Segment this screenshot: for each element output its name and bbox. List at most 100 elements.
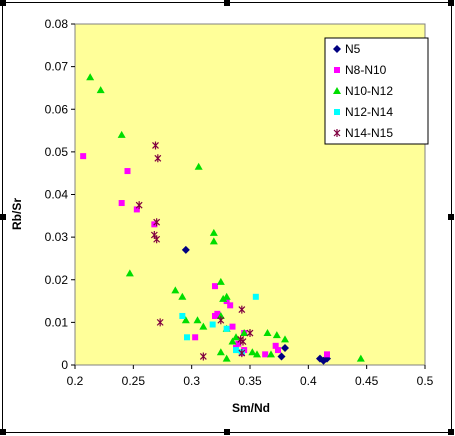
point-n14-n15 bbox=[246, 329, 254, 338]
point-n8-n10 bbox=[118, 200, 125, 207]
point-n10-n12 bbox=[125, 269, 134, 277]
point-n8-n10 bbox=[192, 334, 199, 341]
y-tick-label: 0.01 bbox=[45, 315, 69, 329]
resize-handle-bottom-left[interactable] bbox=[0, 429, 6, 435]
y-tick-label: 0.08 bbox=[45, 17, 69, 31]
point-n8-n10 bbox=[212, 283, 218, 290]
y-axis-ticks: 0 0.01 0.02 0.03 0.04 0.05 0.06 0.07 0.08 bbox=[45, 17, 75, 372]
point-n10-n12 bbox=[219, 294, 228, 302]
legend-marker-n14-n15 bbox=[333, 129, 341, 137]
point-n14-n15 bbox=[199, 352, 207, 361]
legend-marker-n5 bbox=[333, 45, 341, 53]
point-n5 bbox=[277, 352, 286, 361]
point-n14-n15 bbox=[152, 141, 159, 150]
point-n5 bbox=[281, 343, 289, 352]
point-n10-n12 bbox=[86, 73, 95, 81]
point-n5 bbox=[181, 245, 190, 254]
y-axis-title: Rb/Sr bbox=[10, 198, 24, 230]
y-tick-label: 0.07 bbox=[45, 60, 69, 74]
point-n14-n15 bbox=[238, 305, 246, 314]
legend-label-n14-n15: N14-N15 bbox=[345, 126, 393, 140]
point-n10-n12 bbox=[181, 316, 190, 324]
legend-marker-n10-n12 bbox=[333, 87, 341, 94]
x-tick-label: 0.4 bbox=[300, 374, 317, 388]
point-n8-n10 bbox=[124, 168, 131, 175]
x-tick-label: 0.25 bbox=[122, 374, 146, 388]
legend-box bbox=[324, 37, 429, 145]
legend-label-n8-n10: N8-N10 bbox=[345, 63, 387, 77]
point-n8-n10 bbox=[272, 342, 279, 349]
point-n10-n12 bbox=[248, 348, 257, 356]
point-n10-n12 bbox=[171, 286, 180, 294]
point-n10-n12 bbox=[240, 329, 249, 337]
resize-handle-top-middle[interactable] bbox=[224, 0, 230, 6]
point-n10-n12 bbox=[222, 354, 231, 362]
point-n10-n12 bbox=[209, 228, 218, 236]
point-n10-n12 bbox=[216, 277, 225, 285]
point-n8-n10 bbox=[133, 206, 140, 213]
point-n12-n14 bbox=[209, 321, 216, 328]
point-n14-n15 bbox=[217, 316, 225, 325]
resize-handle-middle-right[interactable] bbox=[448, 214, 454, 220]
point-n8-n10 bbox=[262, 351, 269, 358]
point-n10-n12 bbox=[272, 331, 281, 339]
point-n10-n12 bbox=[281, 335, 289, 343]
point-n10-n12 bbox=[209, 237, 218, 245]
point-n10-n12 bbox=[199, 322, 208, 330]
resize-handle-top-left[interactable] bbox=[0, 0, 6, 6]
y-tick-label: 0.06 bbox=[45, 102, 69, 116]
point-n10-n12 bbox=[194, 162, 203, 170]
point-n10-n12 bbox=[96, 86, 105, 94]
point-n14-n15 bbox=[156, 318, 164, 327]
x-axis-ticks: 0.2 0.25 0.3 0.35 0.4 0.45 0.5 bbox=[67, 365, 434, 388]
y-tick-label: 0.04 bbox=[45, 188, 69, 202]
resize-handle-middle-left[interactable] bbox=[0, 214, 6, 220]
point-n10-n12 bbox=[193, 316, 202, 324]
legend[interactable]: N5 N8-N10 N10-N12 N12-N14 N14-N15 bbox=[324, 37, 429, 145]
legend-marker-n12-n14 bbox=[334, 109, 340, 115]
point-n8-n10 bbox=[229, 323, 236, 330]
point-n12-n14 bbox=[252, 293, 259, 300]
point-n10-n12 bbox=[267, 350, 275, 358]
point-n10-n12 bbox=[228, 337, 237, 345]
point-n8-n10 bbox=[227, 302, 234, 309]
point-n12-n14 bbox=[179, 312, 186, 319]
point-n10-n12 bbox=[356, 354, 365, 362]
point-n14-n15 bbox=[238, 349, 246, 358]
point-n10-n12 bbox=[117, 130, 126, 138]
point-n10-n12 bbox=[263, 329, 272, 337]
legend-label-n5: N5 bbox=[345, 42, 361, 56]
point-n12-n14 bbox=[223, 325, 230, 332]
point-n10-n12 bbox=[253, 350, 261, 358]
point-n14-n15 bbox=[135, 201, 143, 210]
y-tick-label: 0 bbox=[61, 358, 68, 372]
legend-label-n10-n12: N10-N12 bbox=[345, 84, 393, 98]
x-tick-label: 0.45 bbox=[355, 374, 379, 388]
y-tick-label: 0.05 bbox=[45, 145, 69, 159]
point-n12-n14 bbox=[184, 334, 190, 341]
point-n14-n15 bbox=[239, 337, 247, 346]
point-n8-n10 bbox=[275, 347, 281, 354]
x-axis-title: Sm/Nd bbox=[232, 401, 270, 415]
resize-handle-bottom-right[interactable] bbox=[448, 429, 454, 435]
x-tick-label: 0.5 bbox=[417, 374, 434, 388]
y-tick-label: 0.03 bbox=[45, 230, 69, 244]
point-n8-n10 bbox=[80, 153, 87, 160]
point-n10-n12 bbox=[216, 348, 225, 356]
legend-label-n12-n14: N12-N14 bbox=[345, 105, 393, 119]
data-points bbox=[80, 73, 365, 365]
legend-marker-n8-n10 bbox=[334, 67, 340, 73]
y-tick-label: 0.02 bbox=[45, 273, 69, 287]
x-tick-label: 0.2 bbox=[67, 374, 84, 388]
point-n8-n10 bbox=[324, 351, 330, 358]
x-tick-label: 0.35 bbox=[238, 374, 262, 388]
resize-handle-top-right[interactable] bbox=[448, 0, 454, 6]
point-n10-n12 bbox=[178, 292, 187, 300]
resize-handle-bottom-middle[interactable] bbox=[224, 429, 230, 435]
point-n14-n15 bbox=[154, 154, 162, 163]
point-n14-n15 bbox=[153, 235, 161, 244]
point-n8-n10 bbox=[214, 310, 221, 317]
point-n10-n12 bbox=[216, 311, 225, 319]
point-n10-n12 bbox=[232, 333, 240, 341]
